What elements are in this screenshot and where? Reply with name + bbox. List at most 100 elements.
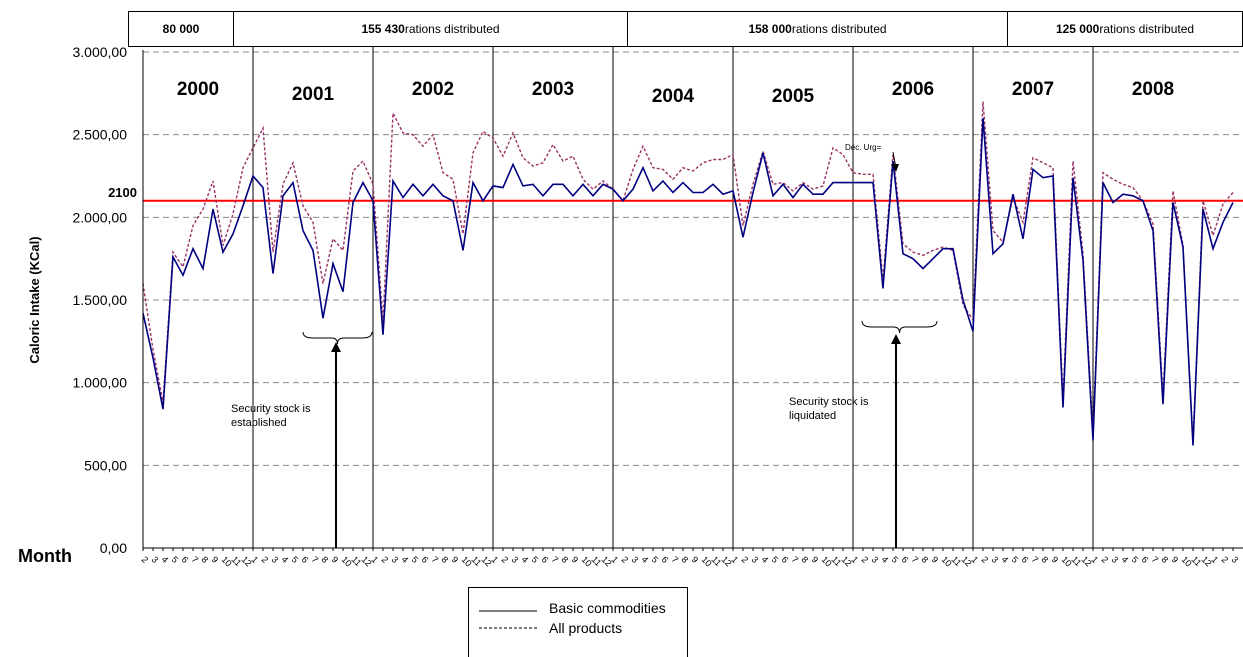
series-group — [142, 101, 1234, 446]
y-tick-label: 0,00 — [100, 540, 127, 556]
y-tick-label: 2.000,00 — [73, 209, 128, 225]
x-tick-label: 4 — [640, 554, 651, 565]
arrow-security-liquidated-head — [891, 334, 901, 344]
x-tick-label: 3 — [870, 554, 881, 565]
x-tick-label: 7 — [310, 554, 321, 565]
x-tick-label: 9 — [1170, 554, 1181, 565]
x-tick-label: 6 — [300, 554, 311, 565]
axes: Caloric Intake (KCal) Month — [18, 50, 1243, 566]
x-tick-label: 2 — [980, 554, 991, 565]
annotation-security-liquidated: Security stock is liquidated — [789, 396, 869, 422]
year-dividers — [252, 36, 1094, 548]
x-tick-label: 3 — [990, 554, 1001, 565]
x-tick-label: 9 — [1050, 554, 1061, 565]
x-tick-label: 4 — [1000, 554, 1011, 565]
x-tick-label: 6 — [660, 554, 671, 565]
x-tick-label: 6 — [180, 554, 191, 565]
year-labels: 2000 2001 2002 2003 2004 2005 2006 2007 2008 — [177, 79, 1174, 107]
year-label: 2005 — [772, 86, 815, 107]
x-tick-label: 8 — [200, 554, 211, 565]
x-tick-label: 9 — [570, 554, 581, 565]
x-tick-label: 3 — [1110, 554, 1121, 565]
x-tick-label: 6 — [1020, 554, 1031, 565]
x-tick-label: 7 — [790, 554, 801, 565]
annotation-security-established-line: established — [231, 417, 287, 429]
x-tick-label: 1 — [970, 554, 981, 565]
x-tick-label: 5 — [170, 554, 181, 565]
x-tick-label: 3 — [510, 554, 521, 565]
reference-line-group: 2100 — [108, 185, 1243, 202]
x-tick-label: 5 — [1010, 554, 1021, 565]
y-tick-label: 500,00 — [84, 457, 127, 473]
annotation-security-established: Security stock is established — [231, 403, 311, 429]
dec-urg-arrow-head — [891, 164, 899, 172]
ration-band-2000: 80 000 — [128, 11, 234, 47]
brace-2001 — [302, 331, 373, 345]
legend-label-all: All products — [549, 620, 623, 636]
x-tick-label: 8 — [560, 554, 571, 565]
x-tick-label: 2 — [380, 554, 391, 565]
x-tick-label: 2 — [260, 554, 271, 565]
x-axis-title: Month — [18, 546, 72, 566]
x-tick-label: 5 — [770, 554, 781, 565]
x-tick-label: 8 — [320, 554, 331, 565]
year-label: 2008 — [1132, 79, 1174, 100]
x-tick-label: 7 — [910, 554, 921, 565]
x-tick-label: 5 — [290, 554, 301, 565]
x-tick-label: 9 — [930, 554, 941, 565]
x-tick-label: 7 — [430, 554, 441, 565]
x-tick-label: 1 — [370, 554, 381, 565]
x-tick-label: 9 — [690, 554, 701, 565]
year-label: 2003 — [532, 79, 574, 100]
x-tick-label: 8 — [1040, 554, 1051, 565]
legend-dashed-line-swatch — [479, 627, 537, 629]
x-tick-label: 2 — [740, 554, 751, 565]
legend-item-basic: Basic commodities — [469, 598, 666, 618]
x-tick-label: 1 — [610, 554, 621, 565]
x-tick-label: 4 — [160, 554, 171, 565]
arrow-security-established-head — [331, 342, 341, 352]
x-tick-label: 9 — [810, 554, 821, 565]
brace-2006 — [861, 320, 938, 334]
x-tick-label: 3 — [150, 554, 161, 565]
reference-line-label: 2100 — [108, 185, 137, 200]
x-tick-label: 5 — [410, 554, 421, 565]
x-tick-label: 4 — [400, 554, 411, 565]
ration-band-2001-2003: 155 430 rations distributed — [233, 11, 628, 47]
x-tick-label: 9 — [450, 554, 461, 565]
year-label: 2004 — [652, 86, 695, 107]
x-tick-label: 9 — [330, 554, 341, 565]
year-label: 2001 — [292, 84, 335, 105]
series-line-all-products — [142, 101, 1234, 443]
x-tick-label: 1 — [1210, 554, 1221, 565]
legend-label-basic: Basic commodities — [549, 600, 666, 616]
x-tick-label: 1 — [850, 554, 861, 565]
x-tick-label: 7 — [550, 554, 561, 565]
x-tick-label: 7 — [1030, 554, 1041, 565]
legend-item-all: All products — [469, 618, 622, 638]
x-tick-label: 6 — [420, 554, 431, 565]
x-tick-label: 2 — [1100, 554, 1111, 565]
x-tick-label: 1 — [730, 554, 741, 565]
x-tick-label: 3 — [750, 554, 761, 565]
y-tick-label: 2.500,00 — [73, 127, 128, 143]
annotation-security-liquidated-line: liquidated — [789, 410, 836, 422]
x-tick-label: 3 — [1230, 554, 1241, 565]
x-tick-label: 4 — [880, 554, 891, 565]
ration-band-2007-2008: 125 000 rations distributed — [1007, 11, 1243, 47]
x-tick-label: 8 — [1160, 554, 1171, 565]
x-tick-label: 9 — [210, 554, 221, 565]
x-tick-label: 8 — [800, 554, 811, 565]
x-tick-label: 6 — [900, 554, 911, 565]
x-tick-label: 2 — [620, 554, 631, 565]
x-tick-label: 4 — [760, 554, 771, 565]
dec-urg-label: Déc. Urg= — [845, 143, 882, 152]
year-label: 2006 — [892, 79, 934, 100]
x-tick-label: 1 — [490, 554, 501, 565]
x-tick-label: 1 — [1090, 554, 1101, 565]
year-label: 2002 — [412, 79, 454, 100]
x-tick-label: 3 — [630, 554, 641, 565]
x-tick-label: 2 — [140, 554, 151, 565]
x-tick-label: 4 — [280, 554, 291, 565]
